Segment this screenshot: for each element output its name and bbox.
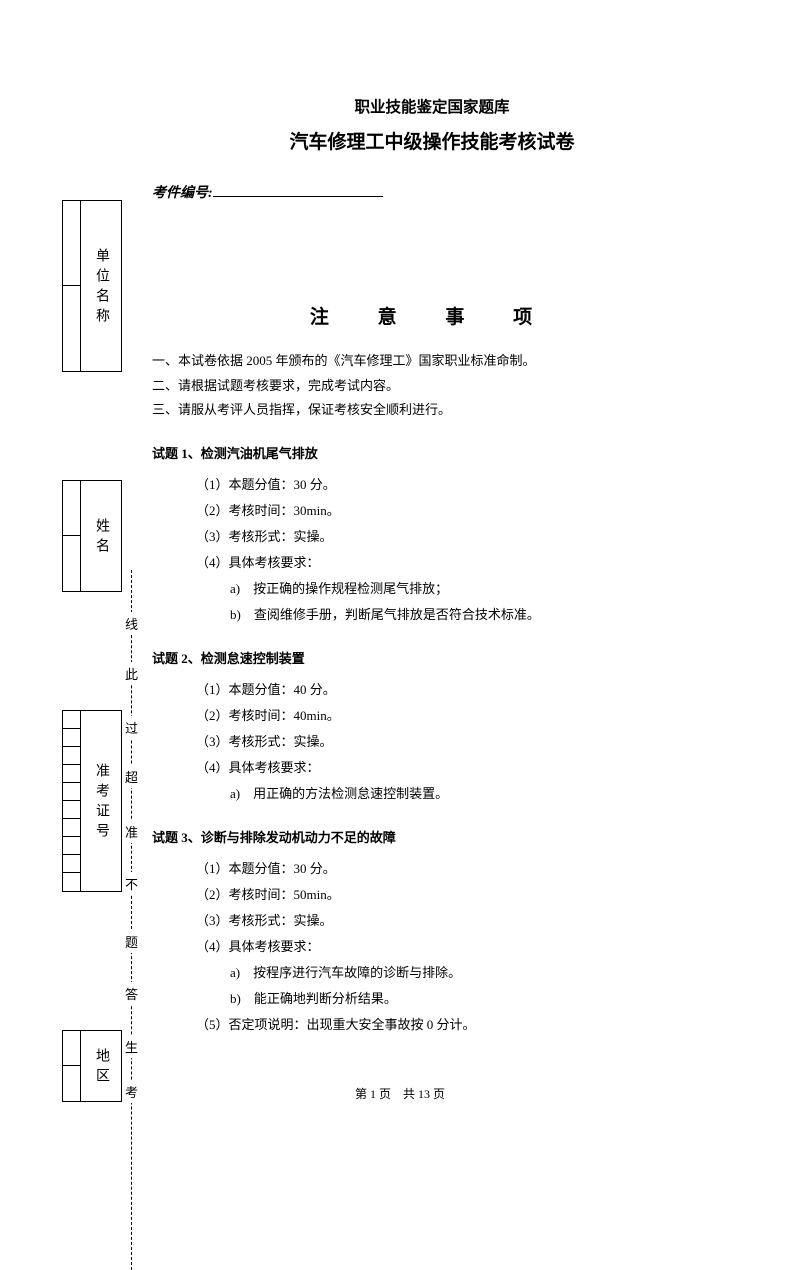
question-list: （1）本题分值：30 分。（2）考核时间：50min。（3）考核形式：实操。（4… (152, 856, 712, 1038)
info-box: 姓名 (62, 480, 122, 592)
info-box: 单位名称 (62, 200, 122, 372)
info-cell (63, 873, 80, 891)
exam-code-row: 考件编号: (152, 182, 712, 202)
question-title: 试题 1、检测汽油机尾气排放 (152, 443, 712, 462)
notice-line: 二、请根据试题考核要求，完成考试内容。 (152, 374, 712, 399)
perforation-char: 不 (125, 872, 138, 895)
info-cell (63, 837, 80, 855)
question-item: （2）考核时间：50min。 (196, 882, 712, 908)
question-item: （1）本题分值：30 分。 (196, 856, 712, 882)
question-subitem: a) 用正确的方法检测怠速控制装置。 (230, 781, 712, 807)
binding-sidebar: 单位名称姓名准考证号地区线此过超准不题答生考 (55, 200, 130, 1080)
question-subitem: b) 查阅维修手册，判断尾气排放是否符合技术标准。 (230, 602, 712, 628)
question-subitem: a) 按程序进行汽车故障的诊断与排除。 (230, 960, 712, 986)
info-cell (63, 855, 80, 873)
info-cell (63, 783, 80, 801)
notice-line: 一、本试卷依据 2005 年颁布的《汽车修理工》国家职业标准命制。 (152, 349, 712, 374)
question-sublist: a) 按正确的操作规程检测尾气排放；b) 查阅维修手册，判断尾气排放是否符合技术… (196, 576, 712, 628)
info-cell (63, 729, 80, 747)
question-item: （4）具体考核要求： (196, 755, 712, 781)
question-item: （2）考核时间：40min。 (196, 703, 712, 729)
question-item: （1）本题分值：30 分。 (196, 472, 712, 498)
info-cell (63, 765, 80, 783)
question-item: （2）考核时间：30min。 (196, 498, 712, 524)
perforation-char: 此 (125, 662, 138, 685)
perforation-char: 题 (125, 930, 138, 953)
info-cell (63, 801, 80, 819)
info-box-label: 单位名称 (81, 201, 121, 371)
info-box-label: 准考证号 (81, 711, 121, 891)
question-subitem: a) 按正确的操作规程检测尾气排放； (230, 576, 712, 602)
info-cell (63, 286, 80, 371)
perforation-char: 生 (125, 1035, 138, 1058)
question-sublist: a) 用正确的方法检测怠速控制装置。 (196, 781, 712, 807)
question-item: （3）考核形式：实操。 (196, 908, 712, 934)
info-box-cells (63, 711, 81, 891)
info-box: 准考证号 (62, 710, 122, 892)
info-cell (63, 819, 80, 837)
info-cell (63, 1031, 80, 1066)
info-cell (63, 481, 80, 536)
question-item: （3）考核形式：实操。 (196, 524, 712, 550)
info-box-cells (63, 481, 81, 591)
exam-code-blank (213, 196, 383, 197)
perforation-char: 过 (125, 716, 138, 739)
question-item: （4）具体考核要求： (196, 550, 712, 576)
info-cell (63, 747, 80, 765)
info-cell (63, 201, 80, 286)
question-item: （4）具体考核要求： (196, 934, 712, 960)
perforation-char: 准 (125, 820, 138, 843)
questions-block: 试题 1、检测汽油机尾气排放（1）本题分值：30 分。（2）考核时间：30min… (152, 443, 712, 1038)
notice-line: 三、请服从考评人员指挥，保证考核安全顺利进行。 (152, 398, 712, 423)
main-content: 职业技能鉴定国家题库 汽车修理工中级操作技能考核试卷 考件编号: 注 意 事 项… (152, 95, 712, 1038)
question-title: 试题 3、诊断与排除发动机动力不足的故障 (152, 827, 712, 846)
question-tail: （5）否定项说明：出现重大安全事故按 0 分计。 (196, 1012, 712, 1038)
info-box-cells (63, 201, 81, 371)
exam-code-label: 考件编号: (152, 186, 213, 201)
question-sublist: a) 按程序进行汽车故障的诊断与排除。b) 能正确地判断分析结果。 (196, 960, 712, 1012)
question-subitem: b) 能正确地判断分析结果。 (230, 986, 712, 1012)
question-list: （1）本题分值：40 分。（2）考核时间：40min。（3）考核形式：实操。（4… (152, 677, 712, 807)
question-title: 试题 2、检测怠速控制装置 (152, 648, 712, 667)
notice-block: 一、本试卷依据 2005 年颁布的《汽车修理工》国家职业标准命制。二、请根据试题… (152, 349, 712, 423)
perforation-char: 线 (125, 612, 138, 635)
page-footer: 第 1 页 共 13 页 (0, 1085, 800, 1102)
notice-heading: 注 意 事 项 (152, 302, 712, 329)
question-item: （1）本题分值：40 分。 (196, 677, 712, 703)
perforation-char: 超 (125, 765, 138, 788)
pretitle: 职业技能鉴定国家题库 (152, 95, 712, 117)
question-list: （1）本题分值：30 分。（2）考核时间：30min。（3）考核形式：实操。（4… (152, 472, 712, 628)
info-cell (63, 536, 80, 591)
page-title: 汽车修理工中级操作技能考核试卷 (152, 127, 712, 154)
info-cell (63, 711, 80, 729)
info-box-label: 姓名 (81, 481, 121, 591)
question-item: （3）考核形式：实操。 (196, 729, 712, 755)
perforation-char: 答 (125, 982, 138, 1005)
